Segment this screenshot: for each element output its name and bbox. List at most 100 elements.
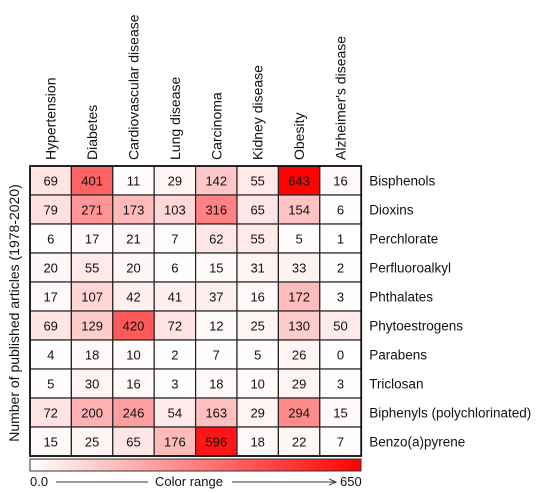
- heatmap-cell: [70, 310, 114, 341]
- cell-value-label: 11: [127, 174, 141, 189]
- cell-value-label: 18: [85, 348, 99, 363]
- colorbar-gradient: [29, 458, 362, 472]
- cell-value-label: 30: [85, 377, 99, 392]
- heatmap-cell: [319, 339, 362, 370]
- heatmap-cell: [236, 223, 280, 254]
- cell-value-label: 54: [168, 406, 182, 421]
- heatmap-cell: [277, 426, 321, 457]
- cell-value-label: 10: [250, 377, 264, 392]
- cell-value-label: 200: [81, 406, 103, 421]
- cell-value-label: 7: [213, 348, 220, 363]
- column-label: Alzheimer's disease: [333, 36, 349, 160]
- cell-value-label: 72: [168, 319, 182, 334]
- cell-value-label: 7: [171, 232, 178, 247]
- heatmap-cell: [112, 223, 155, 254]
- heatmap-cell: [29, 426, 73, 457]
- cell-value-label: 316: [205, 203, 227, 218]
- cell-value-label: 37: [209, 290, 223, 305]
- cell-value-label: 5: [254, 348, 261, 363]
- cell-value-label: 172: [288, 290, 310, 305]
- heatmap-cell: [195, 223, 238, 254]
- cell-value-label: 15: [209, 261, 223, 276]
- cell-value-label: 12: [209, 319, 223, 334]
- cell-value-label: 72: [43, 406, 57, 421]
- heatmap-cell: [153, 223, 197, 254]
- colorbar-max-label: 650: [340, 474, 362, 489]
- heatmap-cell: [195, 310, 238, 341]
- cell-value-label: 6: [171, 261, 178, 276]
- cell-value-label: 420: [123, 319, 145, 334]
- cell-value-label: 26: [292, 348, 306, 363]
- cell-value-label: 21: [126, 232, 140, 247]
- cell-value-label: 31: [250, 261, 264, 276]
- heatmap-cell: [195, 397, 238, 428]
- heatmap-cell: [112, 252, 155, 283]
- cell-value-label: 33: [292, 261, 306, 276]
- heatmap-cell: [153, 281, 197, 312]
- cell-value-label: 2: [171, 348, 178, 363]
- cell-value-label: 16: [333, 174, 347, 189]
- cell-value-label: 6: [47, 232, 54, 247]
- cell-value-label: 20: [43, 261, 57, 276]
- cell-value-label: 2: [337, 261, 344, 276]
- row-label: Bisphenols: [369, 174, 435, 189]
- cell-value-label: 15: [333, 406, 347, 421]
- cell-value-label: 154: [288, 203, 310, 218]
- cell-value-label: 55: [250, 174, 264, 189]
- cell-value-label: 42: [126, 290, 140, 305]
- column-labels: Hypertension Diabetes Cardiovascular disea…: [43, 14, 349, 160]
- heatmap-cell: [319, 397, 362, 428]
- heatmap-cell: [112, 339, 155, 370]
- heatmap-cell: [70, 194, 114, 225]
- row-label: Dioxins: [369, 203, 414, 218]
- cell-value-label: 173: [123, 203, 145, 218]
- heatmap-cell: [195, 281, 238, 312]
- heatmap-cell: [236, 339, 280, 370]
- cell-value-label: 22: [292, 435, 306, 450]
- row-label: Phytoestrogens: [369, 319, 463, 334]
- cell-value-label: 130: [288, 319, 310, 334]
- cell-value-label: 29: [250, 406, 264, 421]
- heatmap-cell: [319, 310, 362, 341]
- cell-value-label: 29: [168, 174, 182, 189]
- colorbar-min-label: 0.0: [30, 474, 48, 489]
- cell-value-label: 41: [168, 290, 182, 305]
- column-label: Hypertension: [43, 78, 59, 161]
- cell-value-label: 401: [81, 174, 103, 189]
- colorbar: 0.0 650 Color range: [29, 458, 362, 489]
- heatmap-cell: [70, 426, 114, 457]
- cell-value-label: 0: [337, 348, 344, 363]
- heatmap-cell: [112, 397, 155, 428]
- cell-value-label: 65: [126, 435, 140, 450]
- cell-value-label: 3: [337, 290, 344, 305]
- cell-value-label: 18: [250, 435, 264, 450]
- heatmap-cell: [153, 426, 197, 457]
- cell-value-label: 107: [81, 290, 103, 305]
- cell-value-label: 15: [43, 435, 57, 450]
- heatmap-cell: [236, 426, 280, 457]
- heatmap-cell: [236, 310, 280, 341]
- heatmap-cell: [277, 252, 321, 283]
- y-axis-label: Number of published articles (1978-2020): [6, 184, 22, 442]
- cell-value-label: 65: [250, 203, 264, 218]
- heatmap-border: [29, 165, 363, 457]
- heatmap-cell: [195, 426, 238, 457]
- row-labels: Bisphenols Dioxins Perchlorate Perfluoroalk…: [369, 174, 531, 450]
- cell-value-label: 246: [123, 406, 145, 421]
- cell-value-label: 69: [43, 174, 57, 189]
- cell-value-label: 5: [47, 377, 54, 392]
- cell-value-label: 129: [81, 319, 103, 334]
- heatmap-cell: [195, 368, 238, 399]
- cell-value-label: 25: [85, 435, 99, 450]
- column-label: Lung disease: [167, 76, 183, 160]
- cell-value-label: 29: [292, 377, 306, 392]
- heatmap-cell: [236, 165, 280, 196]
- cell-value-label: 69: [43, 319, 57, 334]
- column-label: Diabetes: [84, 105, 100, 160]
- row-label: Biphenyls (polychlorinated): [369, 406, 531, 421]
- cell-value-label: 25: [250, 319, 264, 334]
- cell-value-label: 163: [205, 406, 227, 421]
- column-label: Carcinoma: [208, 92, 224, 160]
